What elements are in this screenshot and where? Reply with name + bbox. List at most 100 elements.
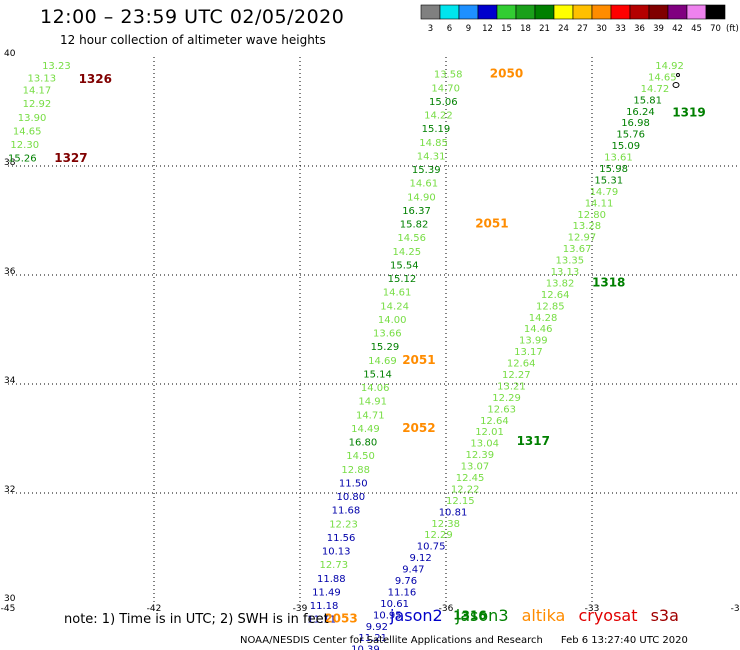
wave-height-label: 10.13 xyxy=(322,547,351,558)
wave-height-label: 14.70 xyxy=(431,83,460,94)
colorbar-tick-label: 12 xyxy=(482,24,493,34)
legend-cryosat: cryosat xyxy=(578,606,638,625)
footer-credit: NOAA/NESDIS Center for Satellite Applica… xyxy=(240,635,543,646)
pass-time-label: 2050 xyxy=(490,67,523,81)
wave-height-label: 15.29 xyxy=(371,342,400,353)
colorbar-tick-label: 21 xyxy=(539,24,550,34)
note-text: note: 1) Time is in UTC; 2) SWH is in fe… xyxy=(64,612,329,627)
chart-subtitle: 12 hour collection of altimeter wave hei… xyxy=(60,33,326,47)
wave-height-label: 13.04 xyxy=(470,439,499,450)
wave-height-label: 16.37 xyxy=(402,206,431,217)
colorbar-swatch xyxy=(439,4,460,20)
wave-height-label: 14.65 xyxy=(13,126,42,137)
wave-height-label: 11.11 xyxy=(307,615,336,626)
colorbar-tick-label: 15 xyxy=(501,24,512,34)
pass-time-label: 2052 xyxy=(402,421,435,435)
island-marker xyxy=(672,82,680,88)
wave-height-label: 15.76 xyxy=(616,130,645,141)
colorbar-swatch xyxy=(610,4,631,20)
pass-time-label: 1317 xyxy=(517,434,550,448)
wave-height-label: 11.88 xyxy=(317,574,346,585)
wave-height-label: 11.56 xyxy=(327,533,356,544)
wave-height-label: 14.92 xyxy=(655,61,684,72)
wave-height-label: 13.82 xyxy=(546,278,575,289)
x-tick-label: -36 xyxy=(439,604,454,614)
x-tick-label: -45 xyxy=(1,604,16,614)
wave-height-label: 9.47 xyxy=(402,565,424,576)
colorbar-tick-label: 45 xyxy=(691,24,702,34)
wave-height-label: 15.98 xyxy=(599,164,628,175)
wave-height-label: 14.61 xyxy=(410,179,439,190)
pass-time-label: 2051 xyxy=(402,353,435,367)
wave-height-label: 13.21 xyxy=(497,381,526,392)
wave-height-label: 16.98 xyxy=(621,118,650,129)
wave-height-label: 12.15 xyxy=(446,496,475,507)
colorbar-swatch xyxy=(477,4,498,20)
colorbar-swatch xyxy=(553,4,574,20)
wave-height-label: 14.31 xyxy=(417,151,446,162)
wave-height-label: 13.67 xyxy=(563,244,592,255)
wave-height-label: 10.95 xyxy=(373,610,402,621)
wave-height-label: 12.80 xyxy=(577,210,606,221)
colorbar-tick-label: 18 xyxy=(520,24,531,34)
legend-altika: altika xyxy=(521,606,566,625)
wave-height-label: 11.50 xyxy=(339,478,368,489)
wave-height-label: 12.39 xyxy=(465,450,494,461)
wave-height-label: 15.12 xyxy=(388,274,417,285)
wave-height-label: 13.17 xyxy=(514,347,543,358)
colorbar-swatch xyxy=(420,4,441,20)
wave-height-label: 14.11 xyxy=(585,198,614,209)
wave-height-label: 14.90 xyxy=(407,192,436,203)
footer-timestamp: Feb 6 13:27:40 UTC 2020 xyxy=(560,635,688,646)
x-tick-label: -39 xyxy=(293,604,308,614)
wave-height-label: 13.66 xyxy=(373,329,402,340)
wave-height-label: 15.31 xyxy=(594,175,623,186)
wave-height-label: 14.72 xyxy=(641,84,670,95)
wave-height-label: 12.63 xyxy=(487,404,516,415)
legend-s3a: s3a xyxy=(650,606,679,625)
wave-height-label: 13.13 xyxy=(27,74,56,85)
colorbar-swatch xyxy=(705,4,726,20)
pass-time-label: 2051 xyxy=(475,217,508,231)
pass-time-label: 1327 xyxy=(54,151,87,165)
colorbar-swatch xyxy=(572,4,593,20)
colorbar-swatch xyxy=(496,4,517,20)
legend-jason2: jason2 xyxy=(390,606,443,625)
wave-height-label: 12.64 xyxy=(541,290,570,301)
wave-height-label: 14.46 xyxy=(524,324,553,335)
colorbar-tick-label: 6 xyxy=(447,24,452,34)
legend-jason3: jason3 xyxy=(455,606,509,625)
wave-height-label: 12.22 xyxy=(451,484,480,495)
colorbar-unit: (ft) xyxy=(726,24,739,34)
wave-height-label: 13.07 xyxy=(461,462,490,473)
colorbar-swatch xyxy=(515,4,536,20)
wave-height-label: 9.12 xyxy=(410,553,432,564)
wave-height-label: 10.39 xyxy=(351,645,380,650)
wave-height-label: 14.69 xyxy=(368,356,397,367)
wave-height-label: 14.17 xyxy=(23,86,52,97)
wave-height-label: 12.92 xyxy=(23,99,52,110)
wave-height-label: 10.61 xyxy=(380,599,409,610)
wave-height-label: 14.00 xyxy=(378,315,407,326)
wave-height-label: 14.22 xyxy=(424,111,453,122)
satellite-legend: jason2 jason3 altika cryosat s3a xyxy=(390,606,687,625)
wave-height-label: 14.49 xyxy=(351,424,380,435)
chart-title: 12:00 – 23:59 UTC 02/05/2020 xyxy=(40,6,345,28)
wave-height-label: 13.28 xyxy=(573,221,602,232)
wave-height-label: 9.92 xyxy=(366,622,388,633)
x-tick-label: -42 xyxy=(147,604,162,614)
wave-height-label: 14.91 xyxy=(358,397,387,408)
wave-height-label: 14.85 xyxy=(419,138,448,149)
y-tick-label: 34 xyxy=(4,376,16,386)
wave-height-label: 12.01 xyxy=(475,427,504,438)
y-tick-label: 30 xyxy=(4,594,16,604)
wave-height-label: 14.06 xyxy=(361,383,390,394)
wave-height-label: 11.21 xyxy=(358,633,387,644)
wave-height-label: 14.79 xyxy=(590,187,619,198)
wave-height-label: 14.65 xyxy=(648,72,677,83)
y-tick-label: 36 xyxy=(4,267,16,277)
colorbar-swatch xyxy=(667,4,688,20)
wave-height-label: 14.25 xyxy=(392,247,421,258)
wave-height-label: 15.82 xyxy=(400,220,429,231)
wave-height-label: 11.16 xyxy=(388,587,417,598)
